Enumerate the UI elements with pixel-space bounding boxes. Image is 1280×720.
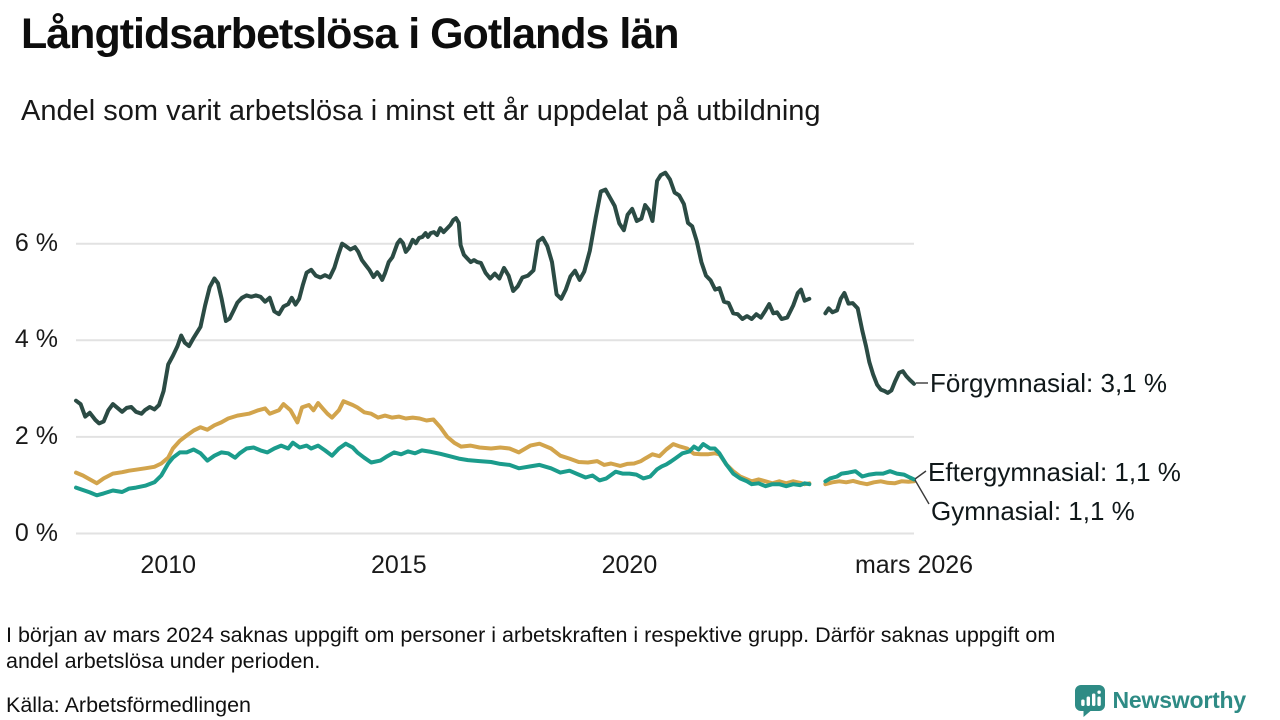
footnote-line-1: I början av mars 2024 saknas uppgift om … xyxy=(6,623,1056,647)
label-connector-eftergymnasial xyxy=(914,470,927,480)
line-series-förgymnasial xyxy=(74,170,812,426)
line-series-gymnasial xyxy=(74,399,812,487)
line-series-gymnasial xyxy=(823,478,916,487)
series-end-label-forgymnasial: Förgymnasial: 3,1 % xyxy=(930,368,1167,398)
label-connector-gymnasial xyxy=(914,479,930,505)
y-axis-tick-label: 0 % xyxy=(14,518,58,547)
series-end-label-gymnasial: Gymnasial: 1,1 % xyxy=(931,496,1135,526)
x-axis-tick-label: 2020 xyxy=(601,551,658,579)
label-connectors-layer xyxy=(914,382,930,505)
page-title: Långtidsarbetslösa i Gotlands län xyxy=(21,10,680,58)
y-axis-tick-label: 2 % xyxy=(14,421,58,450)
x-axis-tick-label: 2015 xyxy=(371,551,427,579)
series-lines-layer xyxy=(74,170,916,498)
page-subtitle: Andel som varit arbetslösa i minst ett å… xyxy=(21,95,821,127)
line-series-eftergymnasial xyxy=(823,469,916,484)
newsworthy-logo-text: Newsworthy xyxy=(1112,687,1247,713)
chart-footnote: I början av mars 2024 saknas uppgift om … xyxy=(6,622,1256,674)
y-axis-tick-label: 6 % xyxy=(14,228,58,257)
footnote-line-2: andel arbetslösa under perioden. xyxy=(6,649,321,673)
x-axis-tick-label: mars 2026 xyxy=(854,551,974,579)
newsworthy-logo: Newsworthy xyxy=(1074,684,1246,717)
source-text: Källa: Arbetsförmedlingen xyxy=(6,693,252,717)
y-axis-tick-label: 4 % xyxy=(14,325,58,354)
line-series-eftergymnasial xyxy=(74,440,812,498)
x-axis-tick-label: 2010 xyxy=(140,551,197,579)
gridlines-layer xyxy=(76,242,914,535)
bar-chart-speech-bubble-icon xyxy=(1074,685,1105,717)
series-end-label-eftergymnasial: Eftergymnasial: 1,1 % xyxy=(928,457,1181,487)
line-series-förgymnasial xyxy=(823,291,916,395)
